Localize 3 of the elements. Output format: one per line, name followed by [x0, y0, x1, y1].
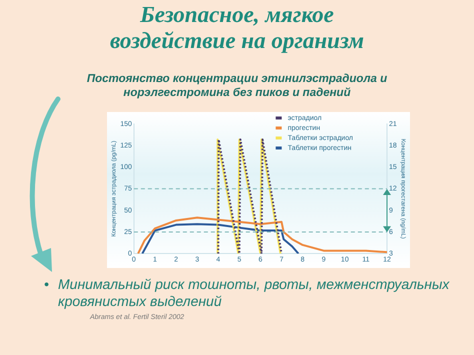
chart-subtitle: Постоянство концентрации этинилэстрадиола и норэлгестромина без пиков и падений [86, 72, 388, 100]
text: • Минимальный риск тошноты, рвоты, межменструальных кровянистых выделений [44, 276, 450, 309]
chart-title: Безопасное, мягкое воздействие на организм [108, 2, 366, 54]
